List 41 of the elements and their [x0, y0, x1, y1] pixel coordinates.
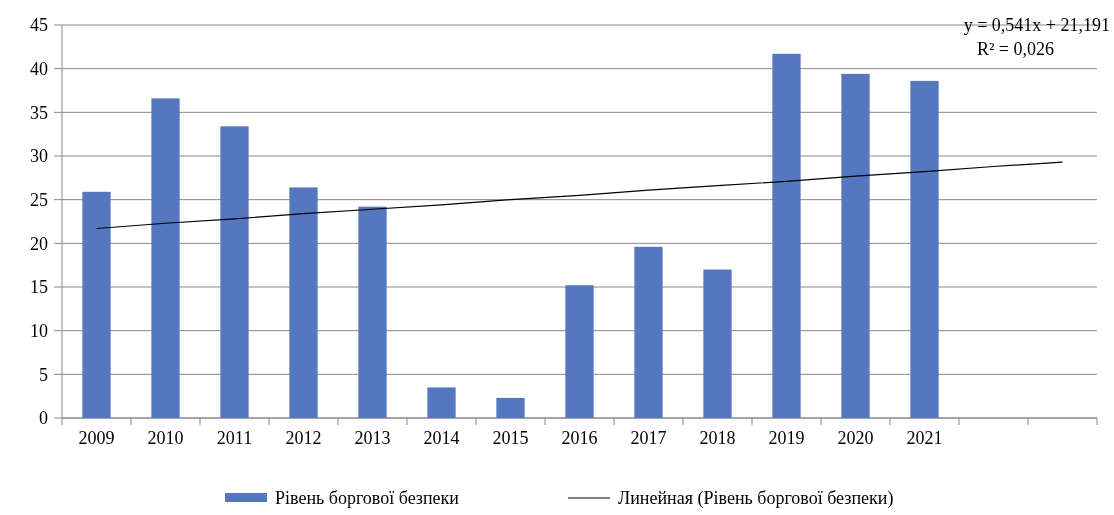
annotation: R² = 0,026: [976, 39, 1054, 60]
legend-label: Линейная (Рівень боргової безпеки): [618, 488, 894, 509]
y-tick-label: 30: [30, 146, 48, 167]
x-tick-label: 2014: [423, 428, 460, 448]
x-tick-label: 2013: [354, 428, 391, 448]
x-tick-label: 2020: [837, 428, 874, 448]
x-tick-label: 2009: [78, 428, 115, 448]
y-tick-label: 5: [39, 364, 48, 385]
x-tick-label: 2010: [147, 428, 184, 448]
bar: [289, 187, 318, 418]
annotation: y = 0,541x + 21,191: [963, 15, 1110, 36]
y-tick-label: 45: [30, 15, 48, 36]
bar: [151, 98, 180, 418]
bar: [634, 246, 663, 418]
bar: [772, 53, 801, 418]
x-tick-label: 2012: [285, 428, 322, 448]
y-tick-label: 35: [30, 102, 48, 123]
y-tick-label: 0: [39, 408, 48, 429]
y-tick-label: 10: [30, 320, 48, 341]
x-tick-label: 2018: [699, 428, 736, 448]
line-series: [95, 161, 1064, 230]
x-tick-label: 2017: [630, 428, 667, 448]
x-tick-label: 2016: [561, 428, 598, 448]
x-tick-label: 2019: [768, 428, 805, 448]
bar: [82, 191, 111, 418]
y-tick-label: 25: [30, 189, 48, 210]
x-tick-label: 2021: [906, 428, 943, 448]
x-tick-label: 2015: [492, 428, 529, 448]
bar: [910, 80, 939, 418]
bar: [565, 285, 594, 418]
bar: [496, 397, 525, 418]
bar: [841, 73, 870, 418]
bar: [220, 126, 249, 418]
bar: [358, 206, 387, 418]
bar: [427, 387, 456, 418]
y-tick-label: 15: [30, 277, 48, 298]
legend-label: Рівень боргової безпеки: [275, 488, 460, 508]
x-tick-label: 2011: [216, 428, 253, 448]
y-tick-label: 40: [30, 58, 48, 79]
bar: [703, 269, 732, 418]
y-tick-label: 20: [30, 233, 48, 254]
